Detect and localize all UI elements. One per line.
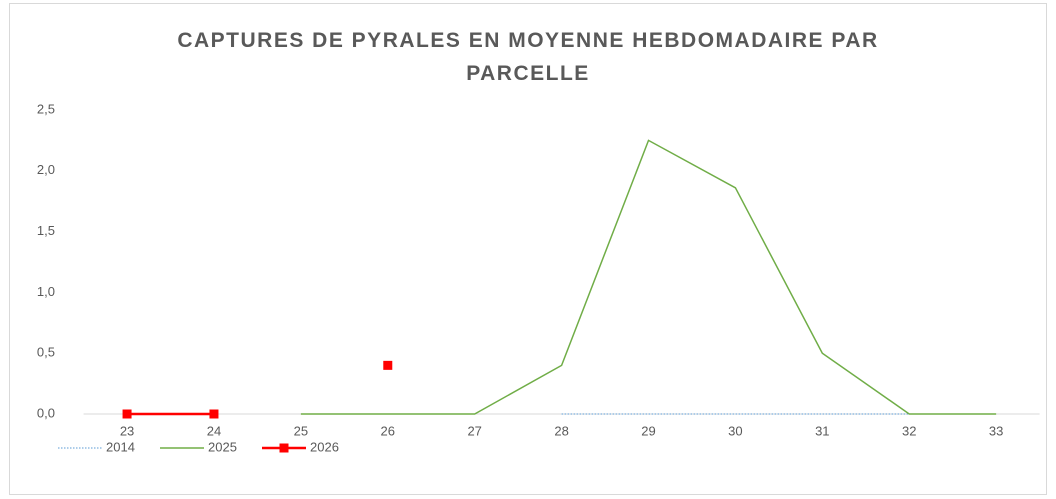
x-tick-label: 31: [815, 423, 829, 438]
legend-label: 2025: [208, 439, 237, 454]
y-tick-label: 0,5: [37, 345, 55, 360]
x-tick-label: 25: [294, 423, 308, 438]
x-tick-label: 26: [381, 423, 395, 438]
legend-marker: [279, 443, 289, 453]
marker: [383, 360, 393, 370]
x-tick-label: 23: [120, 423, 134, 438]
y-tick-label: 2,0: [37, 162, 55, 177]
marker: [209, 409, 219, 419]
legend-label: 2014: [106, 439, 135, 454]
x-tick-label: 30: [728, 423, 742, 438]
x-tick-label: 24: [207, 423, 221, 438]
x-tick-label: 33: [989, 423, 1003, 438]
x-tick-label: 27: [467, 423, 481, 438]
x-tick-label: 32: [902, 423, 916, 438]
x-tick-label: 29: [641, 423, 655, 438]
x-tick-label: 28: [554, 423, 568, 438]
series-line: [300, 139, 997, 415]
marker: [122, 409, 132, 419]
y-tick-label: 2,5: [37, 101, 55, 116]
chart-title: CAPTURES DE PYRALES EN MOYENNE HEBDOMADA…: [177, 29, 879, 85]
y-tick-label: 1,0: [37, 284, 55, 299]
y-tick-label: 1,5: [37, 223, 55, 238]
series-line: [127, 365, 388, 414]
legend-label: 2026: [310, 439, 339, 454]
y-tick-label: 0,0: [37, 405, 55, 420]
chart-border: [9, 3, 1047, 495]
